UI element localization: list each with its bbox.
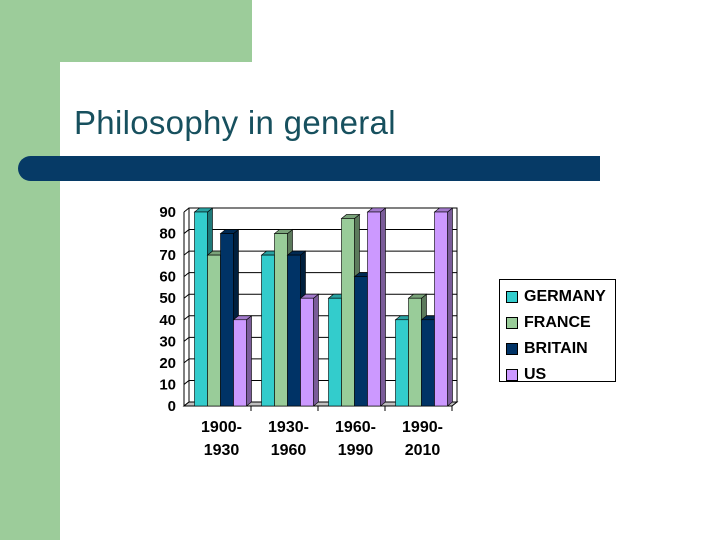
x-category-label: 1990: [338, 442, 374, 459]
legend-label: US: [524, 366, 547, 383]
legend-label: FRANCE: [524, 314, 591, 331]
gridline-depth: [183, 380, 190, 385]
x-category-label: 1990-: [402, 419, 443, 436]
y-tick-label: 30: [159, 333, 176, 350]
legend-item-us: US: [500, 362, 615, 388]
bar-us-4: [433, 207, 454, 407]
x-category-label: 1960: [271, 442, 307, 459]
bar-us-1: [232, 315, 253, 407]
x-category-label: 1930: [204, 442, 240, 459]
chart-legend: GERMANY FRANCE BRITAIN US: [499, 279, 616, 383]
gridline-depth: [183, 272, 190, 278]
y-tick-label: 40: [159, 312, 176, 329]
y-tick-label: 50: [159, 290, 176, 307]
legend-swatch: [506, 317, 518, 329]
gridline-depth: [183, 229, 190, 234]
legend-item-france: FRANCE: [500, 310, 615, 336]
bar-us-3: [366, 207, 387, 407]
legend-label: BRITAIN: [524, 340, 588, 357]
y-tick-label: 60: [159, 269, 176, 286]
legend-label: GERMANY: [524, 288, 606, 305]
legend-swatch: [506, 369, 518, 381]
y-tick-label: 0: [168, 398, 176, 415]
y-tick-label: 80: [159, 226, 176, 243]
legend-item-britain: BRITAIN: [500, 336, 615, 362]
accent-band-top: [0, 0, 252, 62]
accent-band-left: [0, 0, 60, 540]
y-tick-label: 70: [159, 247, 176, 264]
y-tick-label: 90: [159, 204, 176, 221]
gridline-depth: [183, 293, 190, 299]
x-category-label: 2010: [405, 442, 441, 459]
x-category-label: 1930-: [268, 419, 309, 436]
gridline-depth: [183, 315, 190, 321]
slide-title: Philosophy in general: [74, 104, 396, 141]
gridline-depth: [183, 207, 190, 213]
legend-swatch: [506, 343, 518, 355]
legend-item-germany: GERMANY: [500, 284, 615, 310]
y-tick-label: 20: [159, 355, 176, 372]
y-tick-label: 10: [159, 376, 176, 393]
x-category-label: 1960-: [335, 419, 376, 436]
legend-swatch: [506, 291, 518, 303]
x-category-label: 1900-: [201, 419, 242, 436]
gridline-depth: [183, 358, 190, 364]
title-underline-bar: [18, 156, 600, 181]
bar-us-2: [299, 293, 320, 407]
gridline-depth: [183, 250, 190, 256]
gridline-depth: [183, 336, 190, 342]
